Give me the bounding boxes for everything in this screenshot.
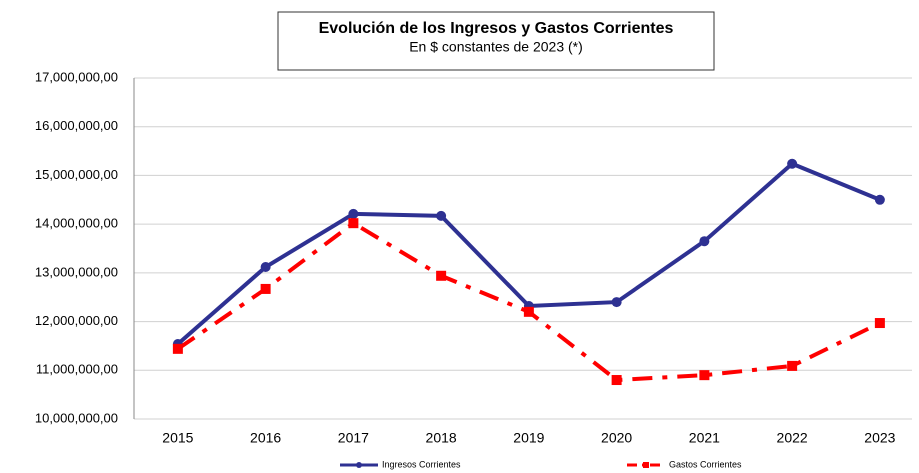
y-tick-label: 16,000,000,00 xyxy=(35,118,118,133)
point xyxy=(874,194,885,205)
x-tick-label: 2017 xyxy=(338,430,369,446)
y-tick-label: 14,000,000,00 xyxy=(35,216,118,231)
point xyxy=(172,343,183,354)
x-tick-label: 2015 xyxy=(162,430,193,446)
point xyxy=(787,360,798,371)
y-tick-label: 15,000,000,00 xyxy=(35,167,118,182)
x-tick-label: 2021 xyxy=(689,430,720,446)
y-tick-label: 13,000,000,00 xyxy=(35,264,118,279)
y-tick-label: 17,000,000,00 xyxy=(35,69,118,84)
point xyxy=(787,158,798,169)
y-tick-label: 10,000,000,00 xyxy=(35,410,118,425)
title-box xyxy=(277,11,715,71)
point xyxy=(356,462,362,468)
y-tick-label: 12,000,000,00 xyxy=(35,313,118,328)
point xyxy=(436,210,447,221)
point xyxy=(874,318,885,329)
x-tick-label: 2020 xyxy=(601,430,632,446)
chart-subtitle: En $ constantes de 2023 (*) xyxy=(409,39,583,55)
point xyxy=(436,270,447,281)
point xyxy=(348,208,359,219)
x-tick-label: 2018 xyxy=(426,430,457,446)
x-tick-label: 2023 xyxy=(864,430,895,446)
y-tick-label: 11,000,000,00 xyxy=(36,362,118,377)
legend-label: Gastos Corrientes xyxy=(669,459,742,469)
x-tick-label: 2016 xyxy=(250,430,281,446)
chart-title: Evolución de los Ingresos y Gastos Corri… xyxy=(319,20,674,37)
point xyxy=(260,283,271,294)
x-tick-label: 2019 xyxy=(513,430,544,446)
point xyxy=(699,370,710,381)
x-tick-label: 2022 xyxy=(777,430,808,446)
point xyxy=(611,375,622,386)
point xyxy=(611,297,622,308)
point xyxy=(348,218,359,229)
series-line xyxy=(176,161,881,346)
point xyxy=(260,262,271,273)
point xyxy=(643,462,649,468)
point xyxy=(699,236,710,247)
point xyxy=(523,306,534,317)
legend-label: Ingresos Corrientes xyxy=(382,459,461,469)
